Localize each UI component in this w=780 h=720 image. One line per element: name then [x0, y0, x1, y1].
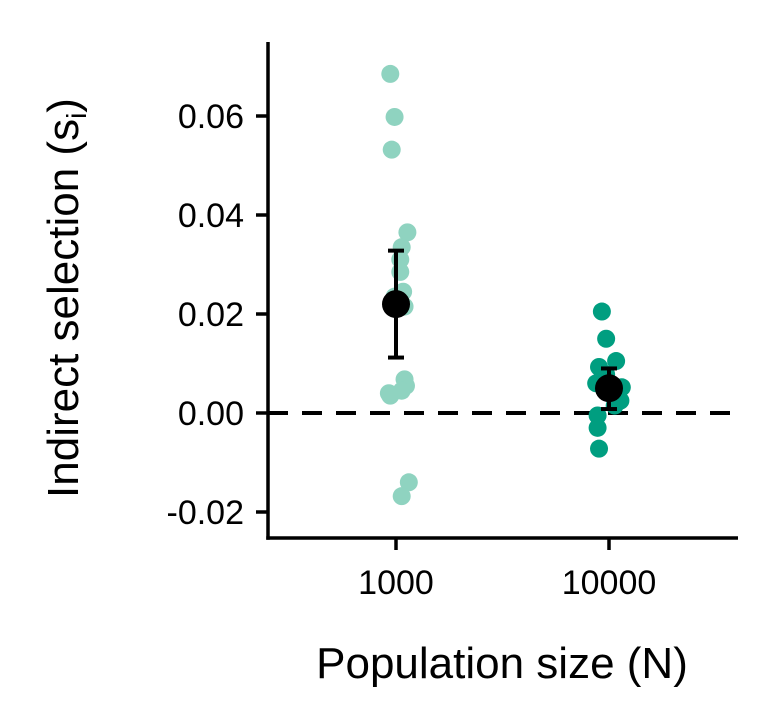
y-axis-title: Indirect selection (si): [39, 98, 92, 498]
data-point: [590, 439, 609, 458]
y-tick-label: 0.06: [178, 98, 244, 136]
mean-marker: [382, 290, 410, 319]
data-point: [398, 223, 417, 242]
data-point: [607, 352, 626, 371]
data-point: [381, 64, 400, 83]
x-tick-label: 10000: [562, 564, 657, 602]
y-tick-label: 0.00: [178, 395, 244, 433]
x-tick-label: 1000: [358, 564, 434, 602]
y-axis-title-subscript: i: [61, 113, 92, 119]
y-axis-title-close: ): [39, 98, 88, 113]
y-tick-label: 0.02: [178, 296, 244, 334]
data-point: [588, 418, 607, 437]
y-axis-title-main: Indirect selection (s: [39, 119, 88, 498]
x-axis-title: Population size (N): [316, 639, 688, 688]
mean-marker: [595, 374, 623, 403]
y-tick-label: 0.04: [178, 197, 244, 235]
data-point: [391, 262, 410, 281]
mean-summaries: [382, 248, 623, 412]
axes: [256, 42, 738, 550]
tick-labels: -0.02 0.00 0.02 0.04 0.06 1000 10000: [167, 98, 657, 602]
data-point: [381, 386, 400, 405]
data-point: [592, 302, 611, 321]
data-point: [597, 329, 616, 348]
data-point: [382, 140, 401, 159]
data-point: [385, 107, 404, 126]
y-tick-label: -0.02: [167, 494, 245, 532]
data-point: [392, 487, 411, 506]
data-points: [379, 64, 631, 506]
data-point: [399, 473, 418, 492]
